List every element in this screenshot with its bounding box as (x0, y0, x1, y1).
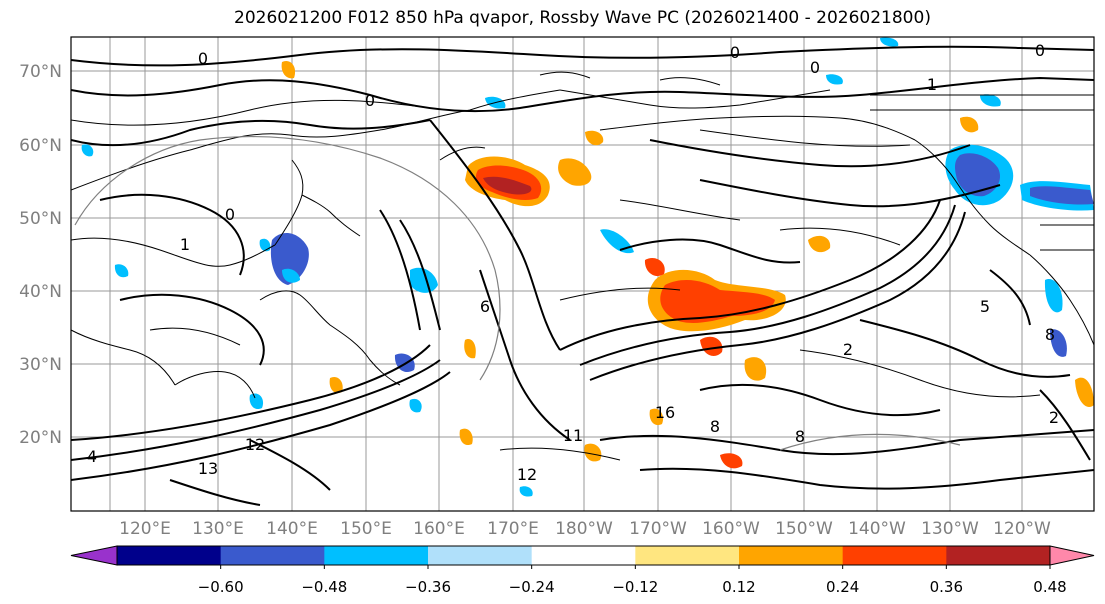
lat-label: 70°N (19, 62, 62, 82)
lon-label: 140°W (848, 519, 906, 539)
colorbar-tick-label: 0.24 (826, 578, 859, 596)
colorbar-tick-label: 0.48 (1033, 578, 1066, 596)
contour-label: 8 (795, 427, 805, 446)
contour-label: 0 (225, 205, 235, 224)
colorbar-segment (946, 546, 1051, 565)
longitude-labels: 120°E 130°E 140°E 150°E 160°E 170°E 180°W 170°W… (119, 519, 1051, 539)
lon-label: 160°W (702, 519, 760, 539)
contour-label: 2 (1049, 408, 1059, 427)
colorbar-segment (739, 546, 844, 565)
colorbar-segment (842, 546, 947, 565)
lon-label: 170°W (629, 519, 687, 539)
positive-anomaly-patches (281, 60, 1094, 469)
latitude-labels: 70°N 60°N 50°N 40°N 30°N 20°N (19, 62, 62, 448)
colorbar-tick-label: −0.48 (301, 578, 347, 596)
map-background (71, 37, 1094, 511)
contour-label: 1 (180, 235, 190, 254)
lon-label: 130°W (921, 519, 979, 539)
colorbar-frame (116, 545, 1051, 566)
contour-label: 8 (710, 417, 720, 436)
contour-label: 0 (198, 49, 208, 68)
colorbar-extend-min (70, 545, 118, 566)
lat-label: 60°N (19, 136, 62, 156)
lon-label: 180°W (555, 519, 613, 539)
colorbar-segment (220, 546, 325, 565)
lat-label: 40°N (19, 282, 62, 302)
colorbar-extend-max (1049, 545, 1095, 566)
contour-label: 12 (517, 465, 537, 484)
lat-label: 50°N (19, 209, 62, 229)
contour-label: 0 (810, 58, 820, 77)
contour-label: 11 (563, 426, 583, 445)
coastlines (71, 71, 1094, 399)
colorbar-tick-label: 0.36 (930, 578, 963, 596)
map-border (70, 36, 1095, 512)
map-title: 2026021200 F012 850 hPa qvapor, Rossby W… (234, 8, 931, 28)
contour-label: 5 (980, 297, 990, 316)
contour-label: 2 (843, 340, 853, 359)
colorbar-tick-label: −0.12 (612, 578, 658, 596)
contour-label: 0 (1035, 41, 1045, 60)
colorbar-segment (117, 546, 222, 565)
contour-label: 16 (655, 403, 675, 422)
contour-label: 0 (730, 43, 740, 62)
colorbar-tick-label: −0.60 (198, 578, 244, 596)
contour-label: 6 (480, 297, 490, 316)
colorbar: −0.60 −0.48 −0.36 −0.24 −0.12 0.12 0.24 0.36 0.4… (70, 545, 1095, 596)
lon-label: 140°E (266, 519, 318, 539)
contour-label: 12 (245, 435, 265, 454)
contour-label: 13 (198, 459, 218, 478)
colorbar-segment (428, 546, 533, 565)
colorbar-segment (531, 546, 636, 565)
lon-label: 150°W (775, 519, 833, 539)
lon-label: 170°E (487, 519, 539, 539)
colorbar-tick-label: −0.36 (405, 578, 451, 596)
lon-label: 150°E (340, 519, 392, 539)
lon-label: 130°E (192, 519, 244, 539)
colorbar-tick-label: −0.24 (509, 578, 555, 596)
thin-contours (71, 99, 1041, 461)
projection-circle-east (779, 433, 961, 451)
lat-label: 20°N (19, 428, 62, 448)
contour-label: 8 (1045, 325, 1055, 344)
colorbar-tick-label: 0.12 (722, 578, 755, 596)
projection-circle (74, 135, 501, 381)
lon-label: 120°E (119, 519, 171, 539)
colorbar-segment (324, 546, 429, 565)
lon-label: 120°W (993, 519, 1051, 539)
lon-label: 160°E (413, 519, 465, 539)
contour-label: 0 (365, 91, 375, 110)
lat-label: 30°N (19, 355, 62, 375)
contour-label: 1 (927, 75, 937, 94)
contour-label: 4 (87, 447, 97, 466)
colorbar-segment (635, 546, 740, 565)
